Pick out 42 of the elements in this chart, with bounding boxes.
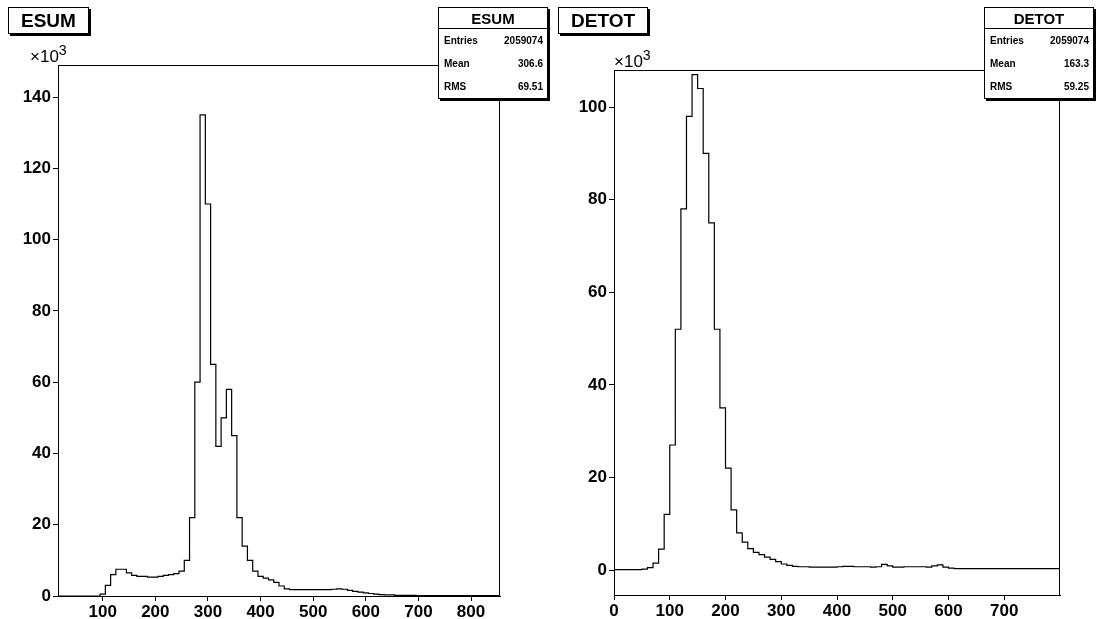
y-axis-title: ×10$^{3}$ — [614, 47, 651, 72]
x-tick-label: 200 — [141, 601, 170, 619]
y-tick-label: 140 — [22, 86, 51, 106]
x-tick-label: 700 — [404, 601, 433, 619]
y-tick-label: 0 — [597, 559, 607, 579]
y-tick-label: 20 — [588, 467, 607, 487]
y-tick-label: 120 — [22, 158, 51, 178]
y-tick-label: 80 — [32, 300, 51, 320]
x-tick-label: 100 — [88, 601, 117, 619]
x-tick-label: 700 — [990, 600, 1019, 619]
x-tick-label: 300 — [767, 600, 796, 619]
text: RMS 59.25 — [990, 81, 1089, 92]
y-tick-label: 40 — [588, 374, 607, 394]
text: Entries 2059074 — [990, 35, 1089, 46]
x-tick-label: 800 — [456, 601, 486, 619]
text: Mean 306.6 — [444, 58, 543, 69]
x-tick-label: 600 — [934, 600, 963, 619]
chart-title: ESUM — [8, 7, 89, 34]
y-tick-label: 80 — [588, 189, 607, 209]
text: DETOT — [985, 8, 1093, 29]
text: Entries 2059074 — [444, 35, 543, 46]
x-tick-label: 400 — [822, 600, 852, 619]
x-tick-label: 500 — [878, 600, 907, 619]
text: RMS 69.51 — [444, 81, 543, 92]
x-tick-label: 500 — [299, 601, 328, 619]
y-axis-title: ×10$^{3}$ — [30, 42, 67, 67]
y-tick-label: 60 — [588, 281, 607, 301]
x-tick-label: 400 — [246, 601, 275, 619]
y-tick-label: 0 — [41, 585, 51, 605]
text: ESUM — [439, 8, 547, 29]
y-tick-label: 20 — [32, 514, 51, 534]
y-tick-label: 40 — [32, 443, 51, 463]
y-tick-label: 100 — [22, 229, 51, 249]
x-tick-label: 100 — [655, 600, 684, 619]
chart-title: DETOT — [558, 7, 649, 34]
y-tick-label: 100 — [578, 96, 607, 116]
x-tick-label: 200 — [711, 600, 740, 619]
x-tick-label: 600 — [351, 601, 381, 619]
x-tick-label: 300 — [193, 601, 223, 619]
x-tick-label: 0 — [609, 600, 619, 619]
y-tick-label: 60 — [32, 371, 51, 391]
text: Mean 163.3 — [990, 58, 1089, 69]
